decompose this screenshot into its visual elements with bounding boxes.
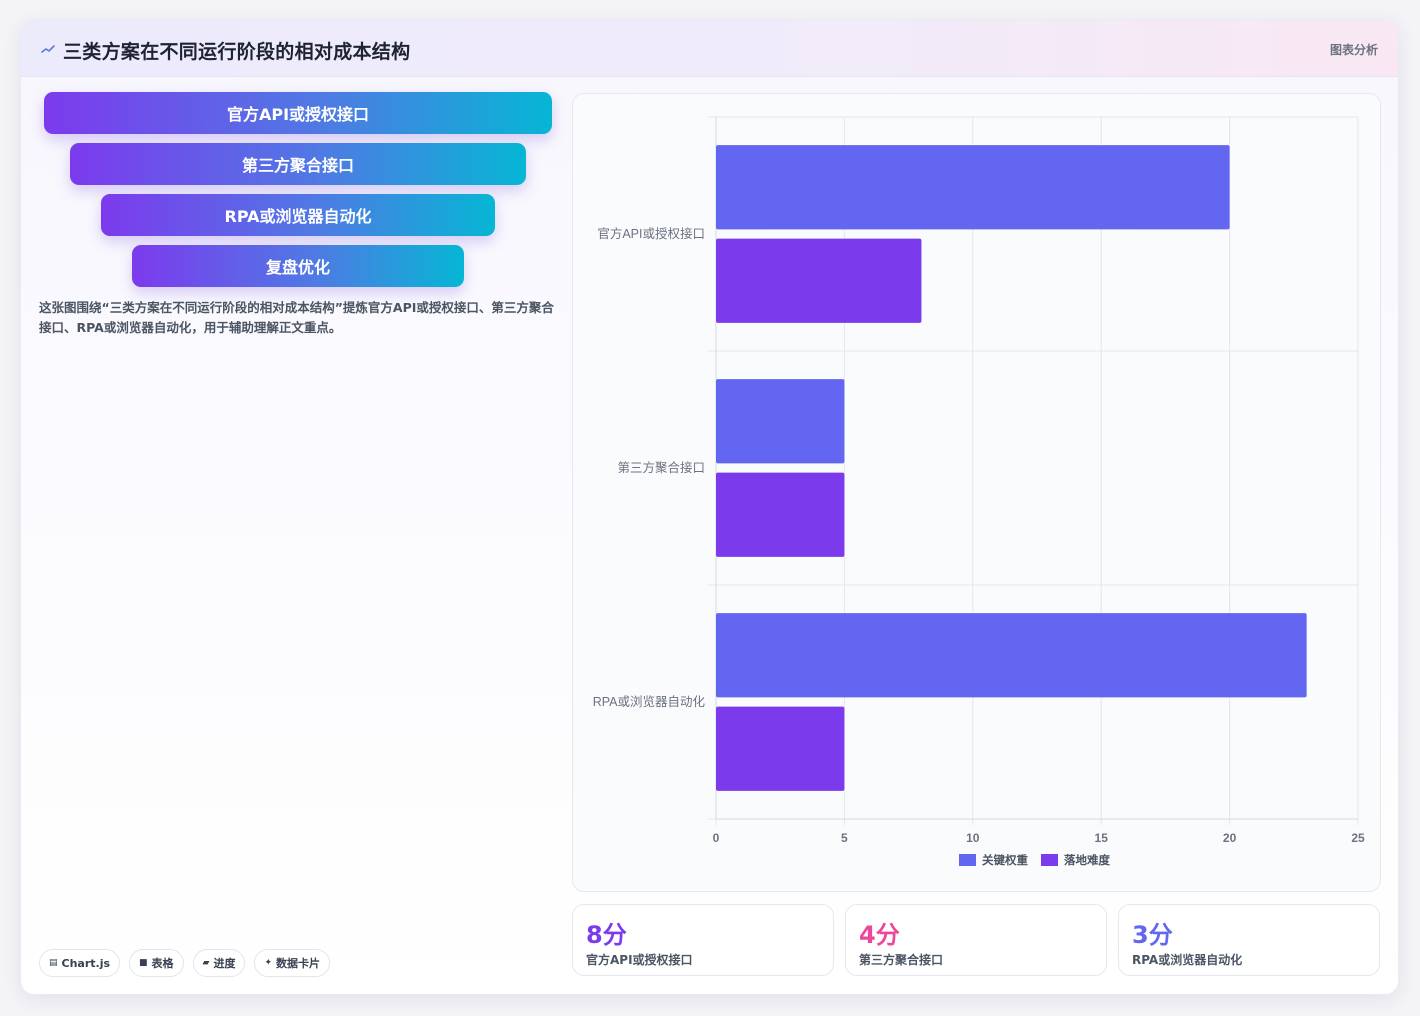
funnel-step-1: 官方API或授权接口 [44,92,552,134]
main-card: 三类方案在不同运行阶段的相对成本结构 图表分析 官方API或授权接口 第三方聚合… [20,20,1399,995]
stat-label: RPA或浏览器自动化 [1132,953,1243,967]
table-icon: ■ [139,958,148,968]
legend-swatch [959,854,976,866]
chip-chartjs[interactable]: ▤ Chart.js [39,949,121,977]
bar-1-1 [716,472,845,557]
bar-1-0 [716,379,845,464]
chart-panel: 0 5 10 15 20 25 官方API或授权接口第三方聚合接口 RPA或浏览器自动化关键权… [572,93,1381,892]
stat-card-1: 8分 官方API或授权接口 [572,904,834,976]
x-tick-label: 10 [966,831,980,845]
progress-icon: ▰ [202,958,210,968]
stat-value: 8分 [586,921,627,949]
funnel-step-2: 第三方聚合接口 [70,143,526,185]
stat-value: 3分 [1132,921,1173,949]
chart-icon: ▤ [49,958,58,968]
chip-label: 进度 [213,957,236,970]
stat-label: 第三方聚合接口 [859,953,944,967]
header-bar: 三类方案在不同运行阶段的相对成本结构 图表分析 [21,21,1398,77]
funnel-step-4: 复盘优化 [132,245,464,287]
chip-label: 数据卡片 [276,957,321,970]
x-tick-label: 25 [1351,831,1365,845]
chip-progress[interactable]: ▰ 进度 [192,949,246,977]
chip-label: 表格 [151,957,174,970]
stat-value: 4分 [859,921,900,949]
bar-2-0 [716,613,1307,698]
chart-analysis-tag: 图表分析 [1329,43,1378,57]
bar-2-1 [716,706,845,791]
funnel-step-3: RPA或浏览器自动化 [101,194,495,236]
chip-label: Chart.js [61,956,111,970]
trend-icon [41,45,55,53]
stat-label: 官方API或授权接口 [586,953,693,967]
x-tick-label: 0 [713,831,720,845]
bar-0-1 [716,238,922,323]
y-tick-label: RPA或浏览器自动化 [593,694,706,709]
legend-label: 落地难度 [1064,853,1110,867]
bar-0-0 [716,145,1230,230]
y-tick-label: 第三方聚合接口 [617,460,705,475]
page-title: 三类方案在不同运行阶段的相对成本结构 [63,41,411,63]
legend-swatch [1041,854,1058,866]
x-tick-label: 15 [1095,831,1109,845]
x-tick-label: 20 [1223,831,1237,845]
chart-description: 这张图围绕“三类方案在不同运行阶段的相对成本结构”提炼官方API或授权接口、第三… [39,300,554,335]
stat-card-3: 3分 RPA或浏览器自动化 [1118,904,1380,976]
tech-chips: ▤ Chart.js ■ 表格 ▰ 进度 ✦ 数据卡片 [39,949,331,977]
y-tick-label: 官方API或授权接口 [597,226,705,241]
sparkle-icon: ✦ [264,958,273,968]
stat-card-2: 4分 第三方聚合接口 [845,904,1107,976]
chip-data-card[interactable]: ✦ 数据卡片 [254,949,331,977]
chip-table[interactable]: ■ 表格 [129,949,184,977]
legend-label: 关键权重 [982,853,1028,867]
x-tick-label: 5 [841,831,848,845]
